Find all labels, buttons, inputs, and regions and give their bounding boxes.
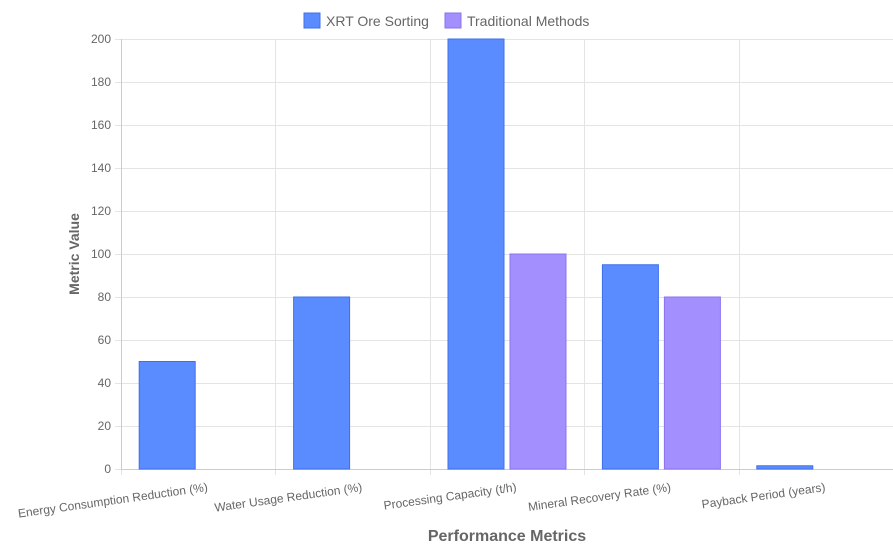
y-axis-title: Metric Value	[66, 213, 82, 295]
x-tick-label: Mineral Recovery Rate (%)	[527, 480, 672, 514]
bar-0-4	[756, 465, 814, 470]
y-tick-label: 160	[91, 118, 111, 132]
bar-0-2	[447, 38, 505, 470]
y-tick-label: 80	[98, 290, 112, 304]
legend-label-1: Traditional Methods	[467, 13, 589, 29]
legend-swatch-0	[303, 12, 321, 29]
bar-1-3	[663, 296, 721, 470]
legend-label-0: XRT Ore Sorting	[326, 13, 429, 29]
x-tick-label: Energy Consumption Reduction (%)	[17, 480, 209, 521]
legend-swatch-1	[444, 12, 462, 29]
y-tick-label: 20	[98, 419, 112, 433]
x-tick-label: Payback Period (years)	[701, 480, 826, 511]
x-axis-title: Performance Metrics	[428, 528, 586, 545]
y-tick-label: 60	[98, 333, 112, 347]
y-tick-label: 40	[98, 376, 112, 390]
bar-0-3	[601, 264, 659, 470]
bar-0-1	[293, 296, 351, 470]
legend: XRT Ore Sorting Traditional Methods	[303, 12, 589, 29]
bars	[138, 38, 814, 470]
bar-1-2	[509, 253, 567, 470]
x-tick-label: Water Usage Reduction (%)	[214, 480, 363, 515]
y-tick-label: 100	[91, 247, 111, 261]
y-tick-label: 200	[91, 32, 111, 46]
y-tick-label: 120	[91, 204, 111, 218]
y-tick-labels: 0 20 40 60 80 100 120 140 160 180 200	[91, 32, 111, 476]
x-tick-labels: Energy Consumption Reduction (%) Water Us…	[17, 480, 826, 521]
y-tick-label: 140	[91, 161, 111, 175]
bar-0-0	[138, 361, 196, 470]
y-tick-label: 0	[104, 462, 111, 476]
x-tick-label: Processing Capacity (t/h)	[383, 480, 518, 513]
y-tick-label: 180	[91, 75, 111, 89]
